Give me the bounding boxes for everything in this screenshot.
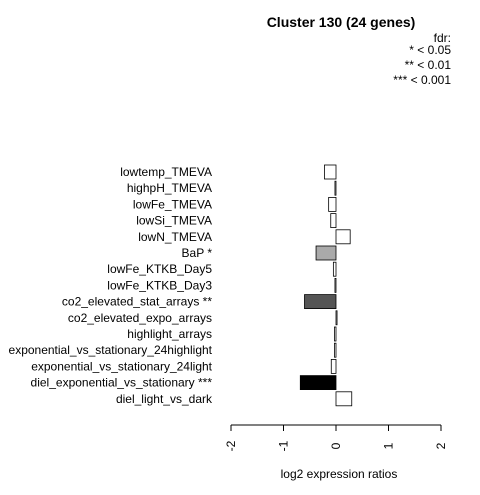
- legend-entry-3: *** < 0.001: [393, 73, 451, 87]
- x-tick-label-2: 0: [329, 442, 343, 449]
- category-label-7: lowFe_KTKB_Day3: [107, 278, 212, 292]
- bar-2: [328, 196, 337, 212]
- bar-4: [335, 229, 351, 245]
- bar-12: [330, 358, 337, 374]
- chart-title: Cluster 130 (24 genes): [267, 14, 416, 30]
- bar-14: [335, 391, 353, 407]
- category-label-6: lowFe_KTKB_Day5: [107, 262, 212, 276]
- x-tick-label-0: -2: [224, 440, 238, 451]
- category-label-14: diel_light_vs_dark: [116, 392, 213, 406]
- bar-6: [332, 261, 337, 277]
- category-label-8: co2_elevated_stat_arrays **: [62, 295, 212, 309]
- category-label-11: exponential_vs_stationary_24highlight: [9, 343, 213, 357]
- x-tick-label-1: -1: [277, 440, 291, 451]
- category-label-2: lowFe_TMEVA: [133, 197, 212, 211]
- x-tick-label-4: 2: [434, 442, 448, 449]
- bar-9: [335, 310, 338, 326]
- category-label-10: highlight_arrays: [127, 327, 212, 341]
- category-label-1: highpH_TMEVA: [127, 181, 212, 195]
- legend-entry-1: * < 0.05: [409, 43, 451, 57]
- category-labels: lowtemp_TMEVA highpH_TMEVA lowFe_TMEVA lowS…: [9, 165, 213, 406]
- x-axis-label: log2 expression ratios: [281, 467, 398, 481]
- x-axis: -2 -1 0 1 2: [224, 424, 448, 451]
- bar-13: [299, 375, 337, 391]
- legend-entry-2: ** < 0.01: [405, 58, 452, 72]
- category-label-0: lowtemp_TMEVA: [120, 165, 212, 179]
- category-label-5: BaP *: [182, 246, 213, 260]
- bar-11: [334, 342, 337, 358]
- category-label-4: lowN_TMEVA: [138, 230, 212, 244]
- category-label-12: exponential_vs_stationary_24light: [31, 359, 212, 373]
- bar-7: [334, 277, 337, 293]
- bar-1: [334, 180, 337, 196]
- bar-5: [315, 245, 337, 261]
- category-label-3: lowSi_TMEVA: [136, 214, 212, 228]
- bar-8: [304, 294, 337, 310]
- bar-0: [324, 164, 337, 180]
- legend-title: fdr:: [434, 31, 451, 45]
- bar-10: [334, 326, 337, 342]
- bars-group: [299, 164, 353, 407]
- category-label-13: diel_exponential_vs_stationary ***: [31, 376, 213, 390]
- bar-3: [330, 213, 337, 229]
- category-label-9: co2_elevated_expo_arrays: [68, 311, 212, 325]
- legend: fdr: * < 0.05 ** < 0.01 *** < 0.001: [393, 31, 451, 87]
- x-tick-label-3: 1: [382, 442, 396, 449]
